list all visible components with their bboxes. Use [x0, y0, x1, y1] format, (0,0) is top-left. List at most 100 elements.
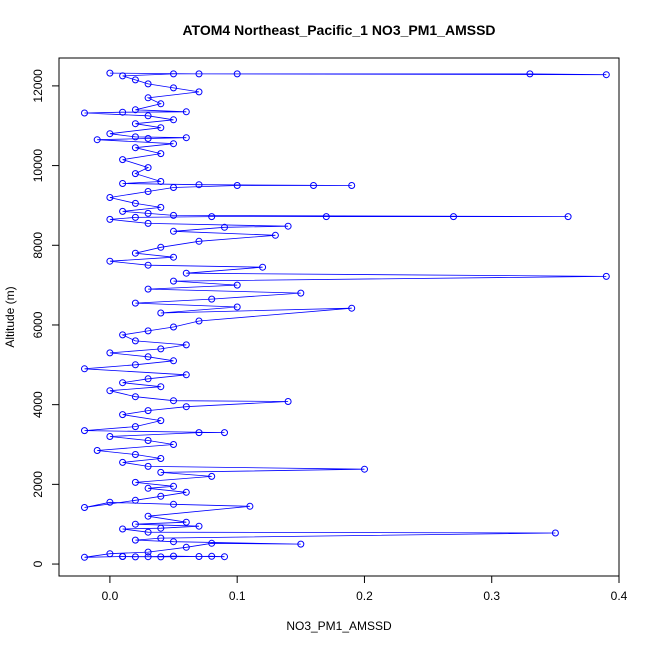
data-point [182, 108, 190, 116]
data-point [93, 447, 101, 454]
data-point [182, 518, 190, 526]
data-point [144, 209, 152, 217]
data-point [170, 441, 177, 448]
data-point [131, 133, 139, 141]
data-point [131, 120, 139, 128]
data-point [119, 411, 127, 419]
x-axis-label: NO3_PM1_AMSSD [286, 619, 392, 633]
data-point [144, 261, 152, 269]
data-point [170, 227, 177, 235]
data-point [157, 553, 165, 561]
data-point [131, 451, 139, 458]
data-point [131, 361, 139, 369]
data-point [233, 70, 241, 78]
y-tick-label: 4000 [31, 391, 45, 418]
data-point [144, 462, 152, 470]
data-point [119, 207, 127, 215]
data-point [157, 243, 165, 251]
data-point [144, 135, 152, 142]
data-point [157, 124, 165, 132]
data-point [106, 215, 114, 223]
data-point [157, 417, 165, 425]
data-point [271, 231, 279, 239]
data-point [170, 70, 177, 78]
data-point [170, 552, 177, 560]
data-point [182, 134, 190, 142]
data-point [144, 327, 152, 335]
data-point [106, 387, 114, 395]
x-tick-label: 0.0 [102, 589, 119, 603]
data-point [170, 277, 177, 285]
x-tick-label: 0.1 [229, 589, 246, 603]
data-point [131, 249, 139, 257]
data-point [131, 213, 139, 221]
data-point [170, 84, 177, 92]
data-point [195, 237, 203, 245]
data-point [208, 472, 216, 480]
data-point [208, 213, 216, 221]
data-point [322, 213, 330, 221]
data-point [284, 222, 292, 230]
data-point [182, 403, 190, 411]
data-point [195, 553, 203, 560]
data-point [81, 365, 88, 373]
data-point [131, 76, 139, 84]
data-point [170, 184, 177, 191]
data-point [81, 504, 88, 511]
data-point [131, 393, 139, 401]
data-point [119, 72, 127, 80]
data-point [259, 263, 267, 271]
data-point [157, 492, 165, 500]
data-point [93, 136, 101, 144]
data-point [144, 484, 152, 492]
data-point [131, 536, 139, 544]
data-point [170, 397, 177, 405]
data-point [144, 375, 152, 383]
data-point [144, 407, 152, 415]
data-point [144, 553, 152, 561]
data-point [170, 140, 177, 148]
data-point [144, 219, 152, 227]
data-point [144, 94, 152, 102]
data-point [144, 164, 152, 172]
data-point [106, 69, 114, 77]
data-point [157, 524, 165, 532]
data-point [157, 309, 165, 317]
data-point [119, 525, 127, 533]
data-point [106, 130, 114, 138]
data-point [233, 303, 241, 311]
data-point [144, 112, 152, 120]
y-axis: 0 2000 4000 6000 8000 10000 12000 [31, 69, 60, 567]
y-tick-label: 0 [31, 560, 45, 567]
data-point [106, 498, 114, 506]
data-point [310, 182, 317, 189]
data-point [157, 455, 165, 462]
data-point [297, 540, 305, 548]
plot-area-border [58, 57, 620, 577]
data-point [144, 512, 152, 520]
data-point [170, 323, 177, 331]
data-point [81, 427, 88, 435]
data-point [170, 116, 177, 124]
data-point [157, 383, 165, 391]
y-tick-label: 10000 [31, 149, 45, 183]
data-point [157, 150, 165, 158]
data-point [551, 529, 559, 537]
data-point [195, 429, 203, 437]
data-point [170, 538, 177, 546]
data-point [119, 180, 127, 187]
data-point [170, 357, 177, 365]
data-point [106, 257, 114, 265]
data-point [131, 170, 139, 178]
data-point [208, 539, 216, 547]
data-point [564, 213, 572, 221]
data-point [131, 423, 139, 431]
data-point [144, 188, 152, 195]
x-axis: 0.0 0.1 0.2 0.3 0.4 [102, 575, 628, 603]
data-point [119, 553, 127, 560]
data-point [131, 520, 139, 528]
data-point [208, 552, 216, 560]
data-point [348, 182, 356, 189]
data-point [195, 181, 203, 189]
